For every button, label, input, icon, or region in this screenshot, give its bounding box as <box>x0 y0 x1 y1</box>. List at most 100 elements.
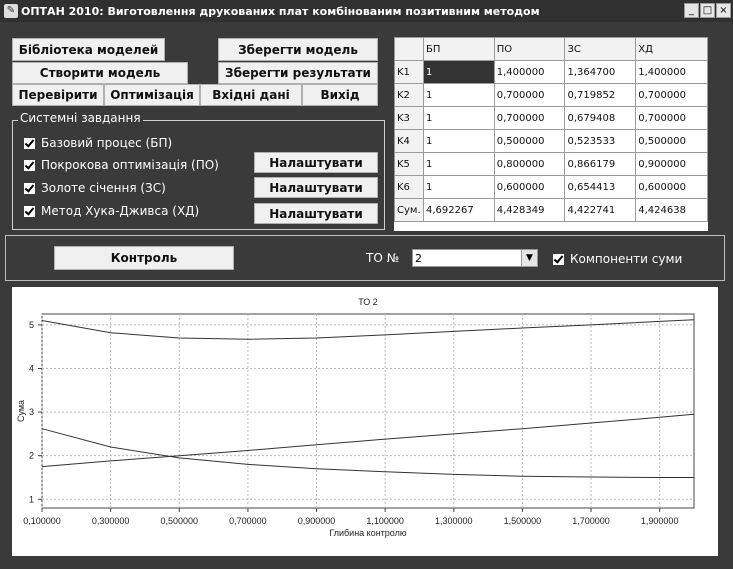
grid-cell[interactable]: 0,700000 <box>635 83 708 107</box>
window-controls: _ □ × <box>684 3 731 18</box>
components-sum-checkbox[interactable]: Компоненти суми <box>553 252 682 266</box>
grid-header-cell: БП <box>422 37 495 61</box>
window-title: ОПТАН 2010: Виготовлення друкованих плат… <box>21 4 540 18</box>
configure-zs-button[interactable]: Налаштувати <box>254 177 378 198</box>
to-number-select[interactable]: 2 ▼ <box>412 249 538 267</box>
x-tick-label: 0,700000 <box>229 516 267 526</box>
y-tick-label: 5 <box>29 320 34 330</box>
grid-cell[interactable]: 0,700000 <box>635 106 708 130</box>
chart-svg: 0,100000 0,300000 0,500000 0,700000 0,900000… <box>16 297 695 538</box>
grid-cell[interactable]: 1,364700 <box>564 60 637 84</box>
x-tick-label: 0,100000 <box>23 516 61 526</box>
grid-cell[interactable]: 4,692267 <box>422 198 495 222</box>
grid-header-cell <box>394 37 424 61</box>
grid-cell-selected[interactable]: 1 <box>422 60 495 84</box>
chart-panel: 0,100000 0,300000 0,500000 0,700000 0,900000… <box>12 287 718 556</box>
grid-header-row: БП ПО ЗС ХД <box>394 37 708 61</box>
control-bar <box>5 235 725 281</box>
x-tick-label: 1,500000 <box>504 516 542 526</box>
y-tick-label: 3 <box>29 407 34 417</box>
grid-cell[interactable]: 1 <box>422 83 495 107</box>
task-label: Золоте січення (ЗС) <box>41 181 166 195</box>
row-header-cell: K1 <box>394 60 424 84</box>
grid-cell[interactable]: 0,654413 <box>564 175 637 199</box>
configure-hd-button[interactable]: Налаштувати <box>254 203 378 224</box>
title-bar: ✎ ОПТАН 2010: Виготовлення друкованих пл… <box>0 0 733 22</box>
close-button[interactable]: × <box>716 3 731 18</box>
to-number-label: ТО № <box>366 251 400 265</box>
grid-cell[interactable]: 0,523533 <box>564 129 637 153</box>
grid-cell[interactable]: 0,700000 <box>493 106 566 130</box>
checkbox-checked-icon <box>24 182 35 194</box>
grid-header-cell: ХД <box>635 37 708 61</box>
task-golden-section-checkbox[interactable]: Золоте січення (ЗС) <box>24 181 166 195</box>
results-grid[interactable]: БП ПО ЗС ХД K1 1 1,400000 1,364700 1,400… <box>394 37 708 231</box>
row-header-cell: K4 <box>394 129 424 153</box>
table-row: K6 1 0,600000 0,654413 0,600000 <box>394 175 708 199</box>
grid-cell[interactable]: 0,719852 <box>564 83 637 107</box>
maximize-button[interactable]: □ <box>700 3 715 18</box>
grid-cell[interactable]: 1,400000 <box>635 60 708 84</box>
grid-cell[interactable]: 0,866179 <box>564 152 637 176</box>
grid-cell[interactable]: 0,600000 <box>635 175 708 199</box>
grid-cell[interactable]: 0,700000 <box>493 83 566 107</box>
grid-cell[interactable]: 0,900000 <box>635 152 708 176</box>
exit-button[interactable]: Вихід <box>302 84 378 106</box>
system-tasks-label: Системні завдання <box>18 111 143 125</box>
grid-cell[interactable]: 1 <box>422 152 495 176</box>
save-model-button[interactable]: Зберегти модель <box>218 38 378 61</box>
row-header-cell: K5 <box>394 152 424 176</box>
y-tick-label: 2 <box>29 451 34 461</box>
series-line <box>41 428 694 478</box>
grid-cell[interactable]: 1 <box>422 106 495 130</box>
y-axis-label: Сума <box>16 400 26 422</box>
task-label: Метод Хука-Дживса (ХД) <box>41 204 200 218</box>
grid-header-cell: ПО <box>493 37 566 61</box>
grid-cell[interactable]: 4,424638 <box>635 198 708 222</box>
series-line <box>41 319 695 340</box>
task-label: Базовий процес (БП) <box>41 136 173 150</box>
app-icon: ✎ <box>4 4 18 18</box>
row-header-cell: K6 <box>394 175 424 199</box>
grid-cell[interactable]: 1,400000 <box>493 60 566 84</box>
grid-header-cell: ЗС <box>564 37 637 61</box>
x-tick-label: 1,900000 <box>641 516 679 526</box>
x-tick-label: 0,300000 <box>92 516 130 526</box>
row-header-cell: Сум. <box>394 198 424 222</box>
checkbox-checked-icon <box>553 253 564 265</box>
optimization-button[interactable]: Оптимізація <box>104 84 200 106</box>
grid-cell[interactable]: 0,800000 <box>493 152 566 176</box>
grid-cell[interactable]: 4,422741 <box>564 198 637 222</box>
x-axis-label: Глибина контролю <box>329 528 407 538</box>
grid-cell[interactable]: 0,679408 <box>564 106 637 130</box>
library-button[interactable]: Бібліотека моделей <box>12 38 165 61</box>
table-row: K1 1 1,400000 1,364700 1,400000 <box>394 60 708 84</box>
x-tick-label: 1,300000 <box>435 516 473 526</box>
to-number-value: 2 <box>415 251 422 265</box>
grid-cell[interactable]: 4,428349 <box>493 198 566 222</box>
control-button[interactable]: Контроль <box>54 246 234 270</box>
grid-cell[interactable]: 1 <box>422 175 495 199</box>
configure-po-button[interactable]: Налаштувати <box>254 152 378 173</box>
minimize-button[interactable]: _ <box>684 3 699 18</box>
grid-cell[interactable]: 0,500000 <box>635 129 708 153</box>
task-step-optimization-checkbox[interactable]: Покрокова оптимізація (ПО) <box>24 158 219 172</box>
checkbox-checked-icon <box>24 159 35 171</box>
save-results-button[interactable]: Зберегти результати <box>218 62 378 84</box>
checkbox-checked-icon <box>24 205 35 217</box>
task-hooke-jeeves-checkbox[interactable]: Метод Хука-Дживса (ХД) <box>24 204 199 218</box>
task-base-process-checkbox[interactable]: Базовий процес (БП) <box>24 136 172 150</box>
table-row: Сум. 4,692267 4,428349 4,422741 4,424638 <box>394 198 708 222</box>
grid-cell[interactable]: 0,500000 <box>493 129 566 153</box>
dropdown-arrow-icon[interactable]: ▼ <box>521 250 537 266</box>
plot-frame <box>41 313 695 509</box>
grid-cell[interactable]: 1 <box>422 129 495 153</box>
checkbox-checked-icon <box>24 137 35 149</box>
input-data-button[interactable]: Вхідні дані <box>200 84 302 106</box>
grid-cell[interactable]: 0,600000 <box>493 175 566 199</box>
check-button[interactable]: Перевірити <box>12 84 104 106</box>
create-model-button[interactable]: Створити модель <box>12 62 188 84</box>
system-tasks-group <box>12 120 385 230</box>
row-header-cell: K2 <box>394 83 424 107</box>
table-row: K2 1 0,700000 0,719852 0,700000 <box>394 83 708 107</box>
